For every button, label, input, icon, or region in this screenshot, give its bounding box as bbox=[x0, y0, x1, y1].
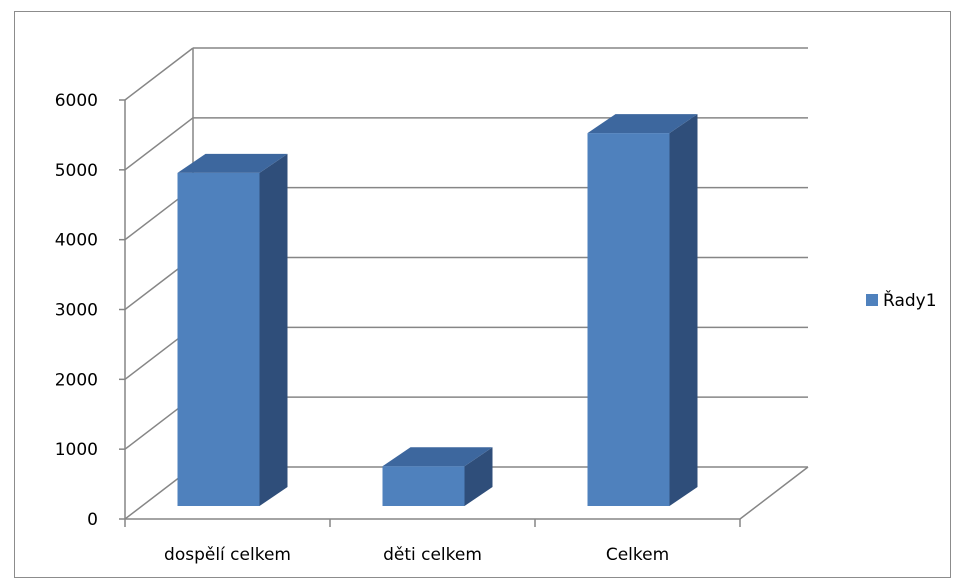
x-tick-labels: dospělí celkem děti celkem Celkem bbox=[164, 545, 669, 565]
x-tick-label: Celkem bbox=[606, 545, 669, 565]
legend: Řady1 bbox=[866, 289, 937, 311]
bar-top bbox=[177, 153, 288, 173]
gridline-diagonal bbox=[124, 47, 194, 101]
bar-1 bbox=[382, 447, 493, 506]
y-tick-label: 0 bbox=[87, 510, 98, 530]
y-tick-label: 3000 bbox=[55, 301, 98, 321]
legend-swatch bbox=[866, 294, 878, 306]
y-tick-label: 2000 bbox=[55, 370, 98, 390]
bar-side bbox=[259, 153, 288, 506]
bar-2 bbox=[587, 114, 698, 506]
bar-side bbox=[669, 114, 698, 506]
bars bbox=[177, 114, 698, 506]
bar-front bbox=[587, 133, 670, 506]
bar-top bbox=[587, 114, 698, 134]
legend-label: Řady1 bbox=[883, 289, 937, 311]
y-tick-label: 4000 bbox=[55, 231, 98, 251]
x-tick-label: děti celkem bbox=[383, 545, 482, 565]
gridline-diagonal bbox=[124, 117, 194, 171]
axes bbox=[119, 99, 741, 527]
gridlines bbox=[124, 47, 808, 520]
bar-0 bbox=[177, 153, 288, 506]
y-tick-label: 5000 bbox=[55, 161, 98, 181]
x-tick-label: dospělí celkem bbox=[164, 545, 291, 565]
bar-side bbox=[464, 447, 493, 506]
bar-front bbox=[382, 466, 465, 506]
y-tick-label: 6000 bbox=[55, 91, 98, 111]
y-tick-labels: 0 1000 2000 3000 4000 5000 6000 bbox=[55, 91, 98, 530]
bar-front bbox=[177, 172, 260, 506]
y-tick-label: 1000 bbox=[55, 440, 98, 460]
bar-top bbox=[382, 447, 493, 467]
